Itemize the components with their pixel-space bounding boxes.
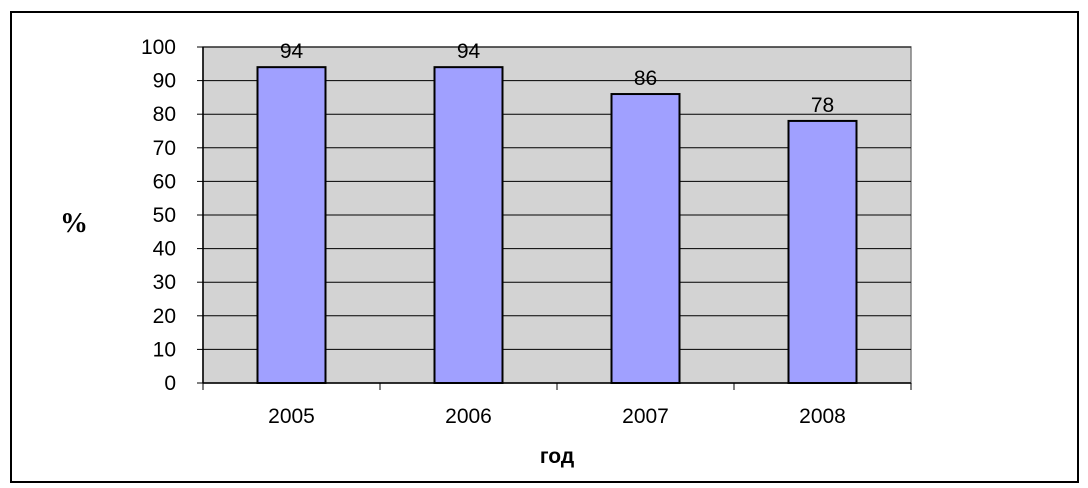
data-label-2007: 86 (634, 67, 657, 90)
y-tick-label: 20 (153, 305, 176, 328)
bar-2007 (610, 93, 681, 384)
x-tick-label-2005: 2005 (268, 405, 315, 428)
x-tick-label-2008: 2008 (799, 405, 846, 428)
bar-2005 (256, 66, 327, 384)
y-tick-label: 0 (164, 372, 176, 395)
y-tick-label: 100 (141, 36, 176, 59)
bar-2006 (433, 66, 504, 384)
bar-2008 (787, 119, 858, 384)
y-axis-ticks: 0 10 20 30 40 50 60 70 80 90 100 (141, 36, 203, 395)
data-label-2006: 94 (457, 40, 481, 63)
data-labels: 94 94 86 78 (280, 40, 834, 117)
x-axis-title: год (540, 445, 574, 468)
y-tick-label: 60 (153, 170, 176, 193)
data-label-2008: 78 (811, 94, 834, 117)
x-tick-label-2006: 2006 (445, 405, 492, 428)
data-label-2005: 94 (280, 40, 304, 63)
y-tick-label: 40 (153, 238, 176, 261)
y-axis-title: % (60, 208, 88, 239)
y-tick-label: 50 (153, 204, 176, 227)
x-tick-label-2007: 2007 (622, 405, 669, 428)
x-axis-ticks: 2005 2006 2007 2008 (202, 383, 912, 428)
y-tick-label: 80 (153, 103, 176, 126)
y-tick-label: 70 (153, 137, 176, 160)
y-tick-label: 90 (153, 70, 176, 93)
y-tick-label: 10 (153, 338, 176, 361)
y-tick-label: 30 (153, 271, 176, 294)
